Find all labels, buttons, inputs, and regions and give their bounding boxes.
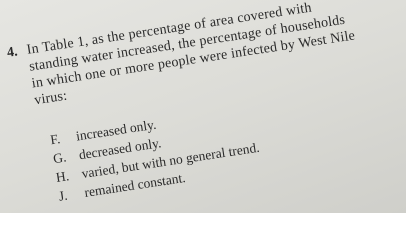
option-letter: H. xyxy=(54,168,71,185)
option-letter: F. xyxy=(49,131,62,148)
question-number: 4. xyxy=(6,44,19,61)
question-line: virus: xyxy=(33,88,69,109)
option-letter: J. xyxy=(57,187,69,204)
page: 4. In Table 1, as the percentage of area… xyxy=(0,0,406,213)
question-block: 4. In Table 1, as the percentage of area… xyxy=(6,0,406,203)
option-letter: G. xyxy=(52,149,68,167)
